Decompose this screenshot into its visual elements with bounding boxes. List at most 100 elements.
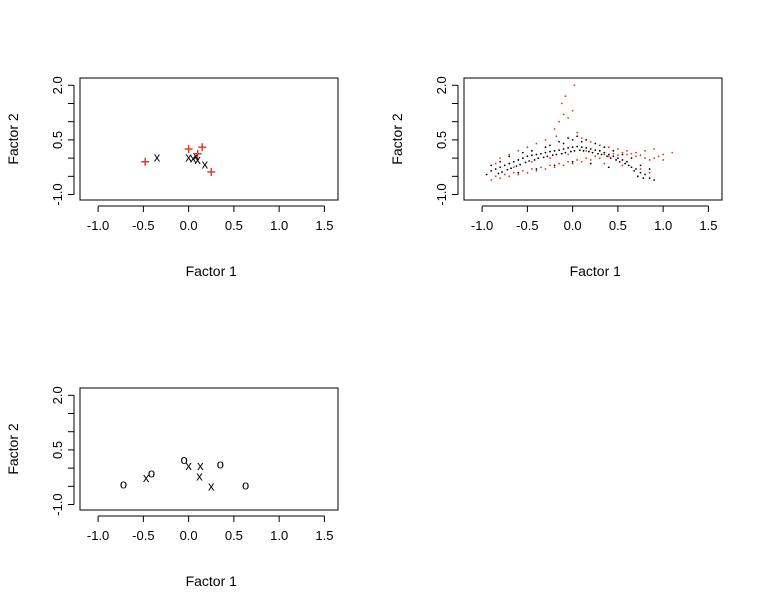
red-dot [535, 142, 538, 145]
red-dot [603, 153, 606, 156]
plus-marker [207, 167, 216, 176]
red-dot [567, 160, 570, 163]
red-dot [553, 166, 556, 169]
black-dot [618, 160, 621, 163]
black-dot [490, 164, 493, 167]
black-dot [607, 153, 610, 156]
red-dot [626, 149, 628, 152]
x-tick-label: -1.0 [87, 528, 109, 543]
plot-frame [79, 77, 339, 201]
red-dot [512, 166, 515, 169]
black-dot [600, 153, 603, 156]
black-dot [540, 152, 542, 155]
plus-marker [198, 143, 207, 152]
x-marker: x [208, 479, 215, 494]
black-dot [612, 155, 615, 158]
black-dot [591, 151, 594, 154]
black-dot [633, 169, 636, 172]
y-tick-label: -1.0 [50, 493, 65, 515]
black-dot [521, 157, 524, 160]
red-dot [621, 164, 624, 167]
black-dot [526, 155, 529, 158]
black-dot [603, 151, 606, 154]
black-dot [578, 149, 581, 152]
x-marker: x [197, 458, 204, 473]
red-dot [616, 148, 619, 150]
x-tick-label: 1.5 [315, 218, 333, 233]
red-dot [535, 169, 538, 172]
red-dot [621, 151, 624, 154]
black-dot [533, 159, 536, 161]
black-dot [621, 159, 624, 161]
black-dot [521, 151, 524, 154]
red-dot [530, 168, 533, 170]
red-dot [630, 152, 633, 155]
red-dot [653, 148, 656, 150]
x-marker: x [202, 157, 209, 172]
red-dot [657, 155, 660, 158]
black-dot [571, 146, 574, 149]
black-dot [564, 151, 567, 154]
x-axis-title: Factor 1 [570, 263, 622, 279]
red-dot [573, 84, 576, 87]
red-dot [499, 177, 502, 180]
black-dot [630, 166, 633, 169]
black-dot [642, 177, 645, 180]
red-dot [499, 157, 502, 160]
red-dot [612, 152, 615, 155]
black-dot [598, 149, 601, 152]
black-dot [573, 149, 576, 152]
black-dot [528, 160, 531, 162]
black-dot [594, 149, 597, 152]
plus-marker [141, 157, 150, 166]
red-dot [580, 137, 583, 139]
black-dot [558, 149, 560, 152]
red-dot [616, 154, 619, 157]
black-dot [576, 145, 579, 148]
y-tick-label: 0.5 [50, 441, 65, 459]
x-tick-label: 0.5 [225, 528, 243, 543]
x-marker: x [185, 149, 192, 164]
x-axis-title: Factor 1 [186, 263, 238, 279]
o-marker: o [148, 465, 155, 480]
red-dot [662, 153, 665, 156]
panel-top-left: -1.0 -0.5 0.0 0.5 1.0 1.5 -1.0 0.5 2.0 Factor 1 Fa… [5, 76, 339, 279]
x-tick-label: 1.5 [699, 218, 717, 233]
x-marker: x [154, 149, 161, 164]
black-dot [501, 171, 503, 173]
black-dot [571, 139, 574, 141]
black-dot [560, 152, 563, 155]
o-marker: o [180, 452, 187, 467]
y-tick-label: -1.0 [434, 183, 449, 205]
black-dot [635, 168, 637, 170]
red-dot [508, 153, 511, 156]
x-tick-label: -1.0 [87, 218, 109, 233]
black-dot [485, 173, 488, 176]
black-dot [597, 152, 599, 155]
black-dot [517, 159, 520, 161]
y-tick-label: 0.5 [50, 131, 65, 149]
y-axis-title: Factor 2 [5, 113, 21, 165]
black-dot [499, 166, 502, 169]
black-dot [503, 164, 506, 167]
red-dot [526, 171, 529, 174]
black-dot [624, 162, 627, 165]
black-dot [567, 137, 570, 139]
red-dot [648, 171, 651, 174]
red-dot [603, 162, 606, 165]
red-dot [671, 151, 674, 154]
red-dot [635, 151, 637, 154]
red-dot [653, 157, 656, 160]
red-dot [571, 109, 574, 112]
red-dot [589, 140, 592, 143]
black-dot [585, 139, 588, 141]
red-dot [503, 173, 506, 176]
panel-bottom-left: -1.0 -0.5 0.0 0.5 1.0 1.5 -1.0 0.5 2.0 Factor 1 Fa… [5, 386, 339, 589]
red-dot [662, 159, 665, 161]
red-dot [562, 113, 565, 116]
black-dot [497, 172, 500, 175]
black-dot [607, 166, 610, 169]
red-dot [567, 117, 570, 119]
black-dot [546, 155, 549, 158]
black-dot [562, 148, 565, 150]
